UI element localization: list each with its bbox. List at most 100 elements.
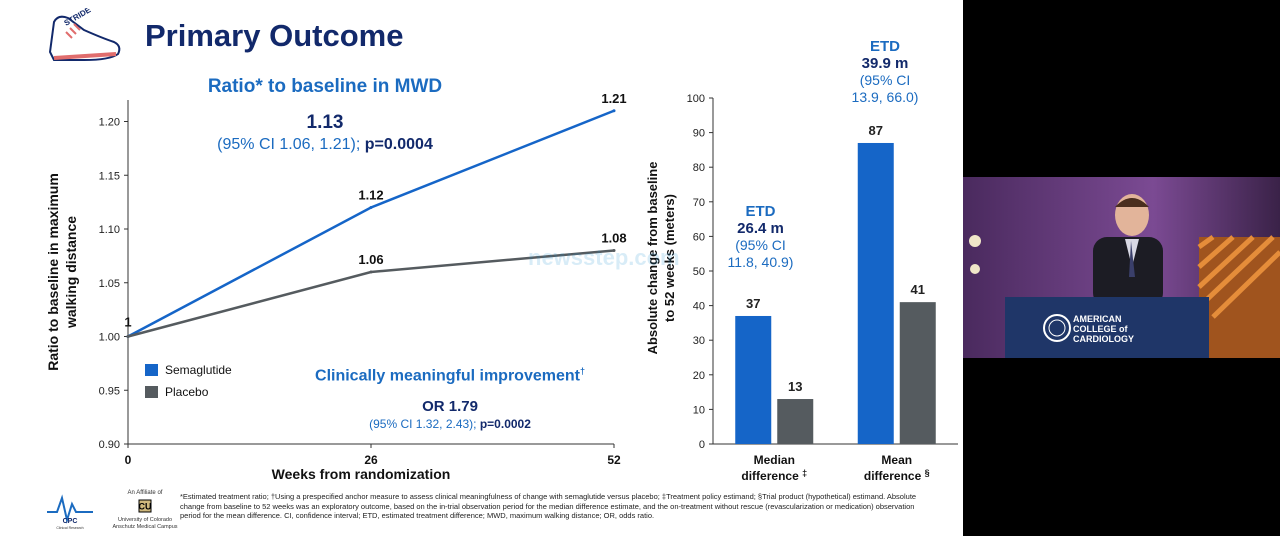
y-tick-label: 1.15 [99, 170, 120, 182]
footnote: *Estimated treatment ratio; †Using a pre… [180, 492, 917, 520]
cmi-odds-ratio: OR 1.79 [422, 398, 478, 415]
x-tick-label: 52 [607, 453, 621, 467]
category-footnote-mark: ‡ [802, 468, 807, 478]
speaker-figure [1093, 194, 1163, 307]
data-point [612, 109, 616, 113]
etd-median-ci-2: 11.8, 40.9) [727, 254, 794, 270]
y-tick-label: 10 [693, 404, 705, 416]
bar-value-label: 37 [746, 296, 760, 311]
category-label-line-1: Mean [881, 453, 912, 467]
acc-sign-line-3: CARDIOLOGY [1073, 334, 1135, 344]
category-footnote-mark: § [925, 468, 930, 478]
category-label-line-2: difference ‡ [741, 468, 807, 483]
etd-median-label: ETD [745, 203, 776, 220]
acc-sign: AMERICAN COLLEGE of CARDIOLOGY [1073, 314, 1134, 344]
cpc-logo-text: CPC [63, 518, 78, 525]
etd-mean-label: ETD [870, 38, 900, 55]
y-axis-title: Absolute change from baseline to 52 weeks… [645, 162, 677, 355]
data-point [369, 270, 373, 274]
ratio-ci: (95% CI 1.06, 1.21); p=0.0004 [160, 136, 490, 154]
y-tick-label: 1.05 [99, 278, 120, 290]
bar-chart: 0 10 20 30 40 50 60 70 80 90 100 Absolute change fr… [645, 93, 958, 483]
legend-swatch [145, 364, 158, 376]
data-label: 1 [124, 315, 131, 330]
acc-seal-icon [1043, 314, 1071, 342]
etd-median-value: 26.4 m [737, 220, 784, 237]
y-tick-label: 1.10 [99, 224, 120, 236]
y-tick-label: 100 [687, 93, 705, 105]
data-label: 1.08 [601, 231, 626, 246]
stage-light [969, 235, 981, 247]
series-line-semaglutide [127, 109, 615, 338]
data-label: 1.06 [358, 252, 383, 267]
data-point [612, 249, 616, 252]
y-tick-label: 0.90 [99, 439, 120, 451]
data-point [126, 335, 130, 338]
y-tick-label: 90 [693, 128, 705, 140]
slide: STRIDE Primary Outcome Ratio* to baselin… [0, 0, 963, 536]
ratio-p-value: p=0.0004 [364, 136, 433, 153]
cu-name: University of Colorado Anschutz Medical … [112, 517, 178, 530]
cmi-ci-text: (95% CI 1.32, 2.43); [369, 417, 480, 431]
y-tick-label: 1.20 [99, 117, 120, 129]
y-tick-label: 30 [693, 335, 705, 347]
y-tick-label: 0 [699, 439, 705, 451]
cmi-heading-text: Clinically meaningful improvement [315, 367, 580, 385]
data-label: 1.21 [601, 91, 626, 106]
etd-mean-ci-1: (95% CI [859, 72, 911, 88]
speaker-video-frame [963, 177, 1280, 358]
bar-semaglutide [735, 315, 772, 444]
y-axis-title-line-1: Absolute change from baseline [645, 162, 660, 355]
etd-mean: ETD 39.9 m (95% CI 13.9, 66.0) [830, 38, 940, 106]
legend-label-semaglutide: Semaglutide [165, 363, 232, 377]
ratio-heading: Ratio* to baseline in MWD [207, 76, 443, 97]
y-tick-label: 1.00 [99, 332, 120, 344]
y-axis-title-line-1: Ratio to baseline in maximum [45, 173, 61, 371]
etd-mean-value: 39.9 m [861, 55, 909, 72]
bar-semaglutide [857, 142, 894, 445]
bar-value-label: 41 [911, 282, 925, 297]
x-tick-label: 26 [364, 453, 378, 467]
cpc-logo-sub: Clinical Research [56, 526, 83, 530]
bar-value-label: 87 [869, 123, 883, 138]
cpc-logo: CPC Clinical Research [47, 494, 93, 530]
stride-shoe-logo: STRIDE [48, 8, 121, 61]
data-label: 1.12 [358, 188, 383, 203]
y-tick-label: 40 [693, 301, 705, 313]
etd-median-ci-1: (95% CI [735, 237, 786, 253]
data-point [369, 206, 373, 209]
etd-median: ETD 26.4 m (95% CI 11.8, 40.9) [718, 203, 803, 271]
watermark: newsstep.com [528, 245, 680, 270]
affiliate-label: An Affiliate of [127, 490, 163, 496]
legend-swatch [145, 386, 158, 398]
slide-title: Primary Outcome [145, 18, 404, 53]
acc-sign-line-2: COLLEGE of [1073, 324, 1128, 334]
line-chart: 0.90 0.95 1.00 1.05 1.10 1.15 1.20 0 26 52 Weeks f… [45, 91, 627, 482]
y-tick-label: 70 [693, 197, 705, 209]
y-axis-title-line-2: to 52 weeks (meters) [662, 194, 677, 322]
bar-placebo [899, 302, 936, 444]
acc-sign-line-1: AMERICAN [1073, 314, 1122, 324]
ratio-ci-text: (95% CI 1.06, 1.21); [217, 136, 365, 153]
svg-text:CU: CU [139, 501, 152, 511]
speaker-video [963, 177, 1280, 358]
legend-label-placebo: Placebo [165, 385, 209, 399]
y-tick-label: 80 [693, 162, 705, 174]
y-tick-label: 0.95 [99, 385, 120, 397]
y-axis-title: Ratio to baseline in maximum walking dist… [45, 173, 79, 371]
bar-placebo [777, 399, 814, 444]
cmi-ci: (95% CI 1.32, 2.43); p=0.0002 [300, 417, 600, 431]
cu-shield-icon: CU [138, 499, 152, 512]
cmi-footnote-mark: † [579, 366, 585, 376]
y-axis-title-line-2: walking distance [63, 216, 79, 329]
x-tick-label: 0 [125, 453, 132, 467]
bar-value-label: 13 [788, 379, 802, 394]
cmi-p-value: p=0.0002 [479, 417, 531, 431]
category-label-line-1: Median [754, 453, 795, 467]
y-tick-label: 50 [693, 266, 705, 278]
podium [1005, 297, 1209, 358]
x-axis-title: Weeks from randomization [272, 466, 451, 482]
cmi-heading: Clinically meaningful improvement† [300, 366, 600, 385]
y-tick-label: 60 [693, 231, 705, 243]
ratio-estimate: 1.13 [306, 112, 344, 133]
